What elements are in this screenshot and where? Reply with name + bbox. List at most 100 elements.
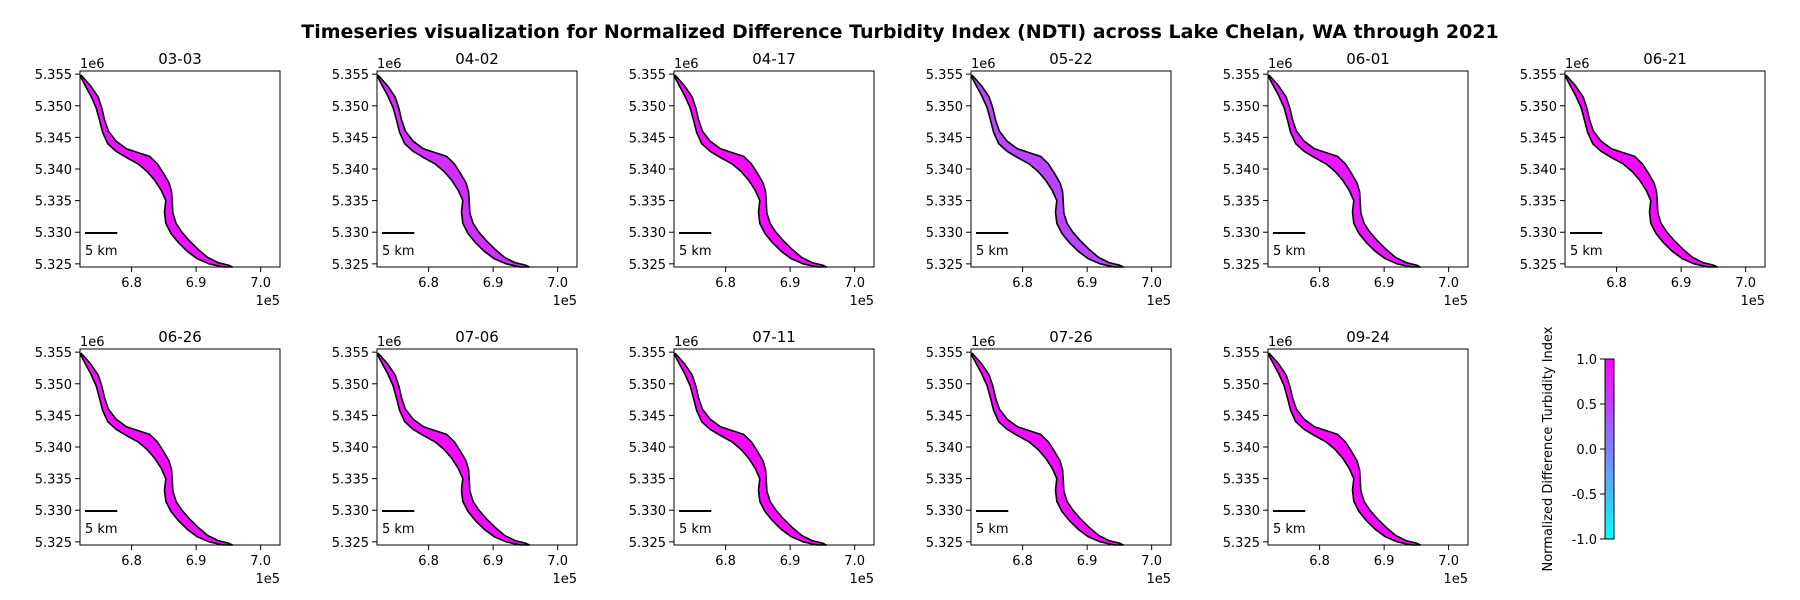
y-tick-label: 5.340 [926, 163, 963, 178]
x-tick-label: 7.0 [844, 276, 865, 291]
x-tick-label: 6.9 [186, 554, 207, 569]
y-offset-label: 1e6 [1268, 57, 1293, 72]
y-tick-label: 5.330 [35, 504, 72, 519]
y-tick-label: 5.350 [35, 378, 72, 393]
y-tick-label: 5.355 [629, 346, 666, 361]
y-tick-label: 5.355 [35, 346, 72, 361]
x-tick-label: 6.8 [418, 276, 439, 291]
y-tick-label: 5.340 [35, 441, 72, 456]
map-panels: 03-03 6.8 6.9 7.0 1e5 5.325 5.330 5.335 5.340 5.3… [35, 50, 1766, 587]
y-tick-label: 5.335 [629, 473, 666, 488]
colorbar-tick-label: 0.0 [1576, 443, 1597, 458]
x-tick-label: 6.8 [1012, 276, 1033, 291]
panel-title: 09-24 [1346, 328, 1390, 346]
y-tick-label: 5.350 [1223, 378, 1260, 393]
x-offset-label: 1e5 [255, 572, 280, 587]
x-tick-label: 6.8 [121, 554, 142, 569]
x-tick-label: 6.9 [483, 554, 504, 569]
y-tick-label: 5.335 [1223, 473, 1260, 488]
x-tick-label: 6.8 [418, 554, 439, 569]
map-panel: 03-03 6.8 6.9 7.0 1e5 5.325 5.330 5.335 5.340 5.3… [35, 50, 281, 309]
y-offset-label: 1e6 [1268, 335, 1293, 350]
map-panel: 06-26 6.8 6.9 7.0 1e5 5.325 5.330 5.335 5.340 5.3… [35, 328, 281, 587]
y-offset-label: 1e6 [80, 335, 105, 350]
y-tick-label: 5.345 [926, 131, 963, 146]
x-tick-label: 6.8 [121, 276, 142, 291]
panel-title: 07-26 [1049, 328, 1093, 346]
x-tick-label: 6.9 [1671, 276, 1692, 291]
y-tick-label: 5.335 [1520, 195, 1557, 210]
y-tick-label: 5.350 [1520, 100, 1557, 115]
y-tick-label: 5.350 [629, 378, 666, 393]
colorbar: 1.0 0.5 0.0 -0.5 -1.0 Normalized Difference T… [1541, 326, 1615, 572]
x-tick-label: 7.0 [1141, 276, 1162, 291]
y-tick-label: 5.345 [35, 131, 72, 146]
x-tick-label: 6.8 [1606, 276, 1627, 291]
y-tick-label: 5.345 [926, 409, 963, 424]
y-tick-label: 5.355 [35, 68, 72, 83]
colorbar-tick-label: 0.5 [1576, 398, 1597, 413]
x-tick-label: 6.9 [1077, 276, 1098, 291]
x-offset-label: 1e5 [849, 294, 874, 309]
y-tick-label: 5.330 [332, 504, 369, 519]
scale-bar-label: 5 km [679, 522, 712, 537]
colorbar-tick-label: -1.0 [1572, 533, 1597, 548]
x-tick-label: 7.0 [250, 276, 271, 291]
y-tick-label: 5.350 [1223, 100, 1260, 115]
y-tick-label: 5.345 [332, 409, 369, 424]
y-tick-label: 5.325 [332, 258, 369, 273]
y-offset-label: 1e6 [674, 57, 699, 72]
y-tick-label: 5.350 [332, 378, 369, 393]
lake-ndti-raster [1267, 74, 1422, 268]
x-tick-label: 6.9 [1077, 554, 1098, 569]
y-tick-label: 5.355 [1520, 68, 1557, 83]
y-tick-label: 5.345 [1223, 131, 1260, 146]
colorbar-tick-label: -0.5 [1572, 488, 1597, 503]
scale-bar-label: 5 km [1273, 244, 1306, 259]
x-tick-label: 6.9 [780, 554, 801, 569]
y-offset-label: 1e6 [377, 335, 402, 350]
y-tick-label: 5.345 [1223, 409, 1260, 424]
y-tick-label: 5.335 [332, 473, 369, 488]
x-tick-label: 7.0 [1141, 554, 1162, 569]
y-tick-label: 5.350 [926, 378, 963, 393]
scale-bar-label: 5 km [382, 244, 415, 259]
x-offset-label: 1e5 [1146, 294, 1171, 309]
x-tick-label: 7.0 [844, 554, 865, 569]
map-panel: 07-06 6.8 6.9 7.0 1e5 5.325 5.330 5.335 5.340 5.3… [332, 328, 578, 587]
y-tick-label: 5.340 [629, 163, 666, 178]
map-panel: 07-26 6.8 6.9 7.0 1e5 5.325 5.330 5.335 5.340 5.3… [926, 328, 1172, 587]
x-tick-label: 7.0 [1735, 276, 1756, 291]
y-tick-label: 5.330 [35, 226, 72, 241]
x-tick-label: 7.0 [547, 554, 568, 569]
x-offset-label: 1e5 [1443, 294, 1468, 309]
y-tick-label: 5.340 [926, 441, 963, 456]
figure-title: Timeseries visualization for Normalized … [301, 21, 1499, 43]
y-tick-label: 5.355 [926, 68, 963, 83]
y-tick-label: 5.330 [332, 226, 369, 241]
map-panel: 07-11 6.8 6.9 7.0 1e5 5.325 5.330 5.335 5.340 5.3… [629, 328, 875, 587]
colorbar-tick-label: 1.0 [1576, 353, 1597, 368]
y-tick-label: 5.335 [926, 195, 963, 210]
lake-ndti-raster [970, 74, 1125, 268]
scale-bar-label: 5 km [382, 522, 415, 537]
y-tick-label: 5.335 [926, 473, 963, 488]
y-tick-label: 5.325 [926, 536, 963, 551]
y-tick-label: 5.330 [1223, 504, 1260, 519]
lake-ndti-raster [673, 74, 828, 268]
panel-title: 06-21 [1643, 50, 1687, 68]
y-tick-label: 5.340 [35, 163, 72, 178]
x-tick-label: 7.0 [1438, 554, 1459, 569]
x-offset-label: 1e5 [1740, 294, 1765, 309]
y-tick-label: 5.340 [629, 441, 666, 456]
scale-bar-label: 5 km [679, 244, 712, 259]
map-panel: 05-22 6.8 6.9 7.0 1e5 5.325 5.330 5.335 5.340 5.3… [926, 50, 1172, 309]
x-tick-label: 6.9 [1374, 554, 1395, 569]
x-tick-label: 6.8 [1309, 276, 1330, 291]
x-tick-label: 6.9 [1374, 276, 1395, 291]
scale-bar-label: 5 km [1273, 522, 1306, 537]
y-tick-label: 5.330 [629, 226, 666, 241]
lake-ndti-raster [79, 74, 234, 268]
y-tick-label: 5.350 [332, 100, 369, 115]
